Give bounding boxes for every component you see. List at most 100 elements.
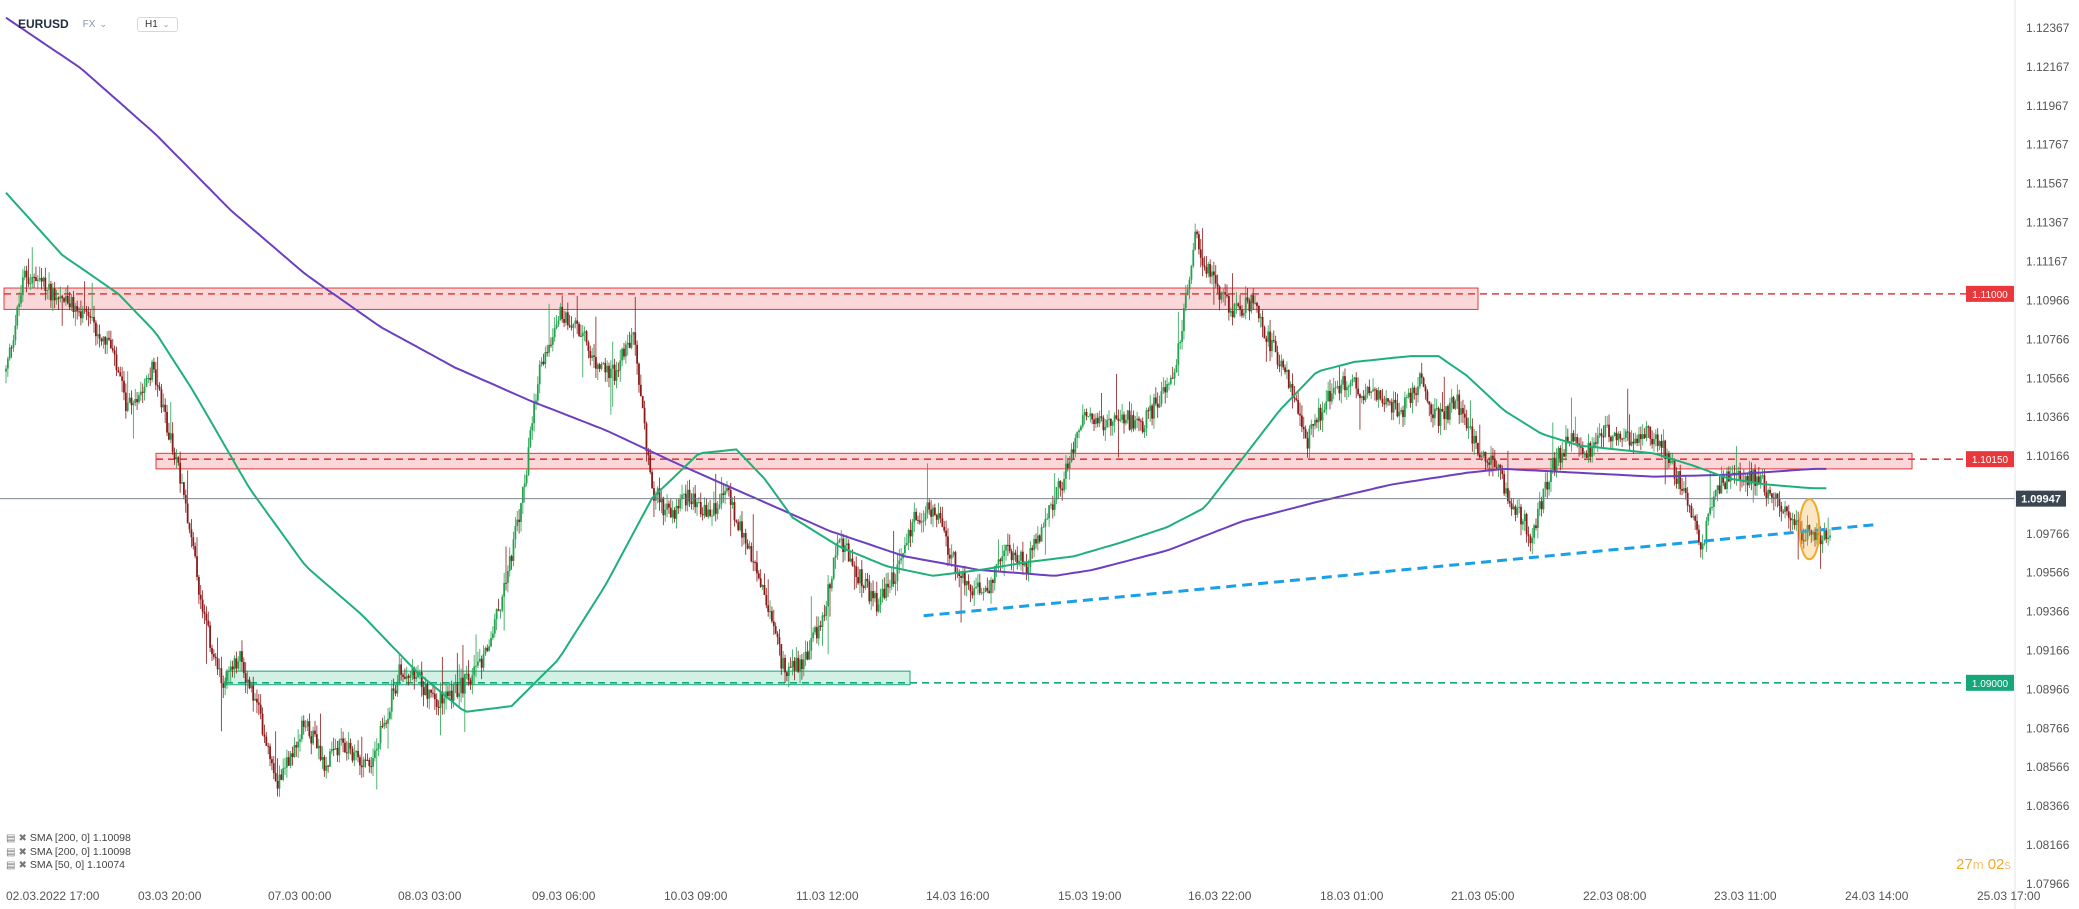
candle-body	[246, 679, 249, 683]
candle-body	[1407, 392, 1410, 398]
candle-body	[1051, 504, 1054, 510]
candle-body	[1456, 394, 1459, 402]
legend-item[interactable]: ▤ ✖ SMA [50, 0] 1.10074	[6, 859, 131, 873]
candle-body	[1089, 413, 1092, 417]
candle-body	[765, 595, 768, 606]
close-icon[interactable]: ✖	[18, 833, 27, 844]
candle-body	[1557, 447, 1560, 459]
price-axis[interactable]: 1.12367 1.12167 1.11967 1.11767 1.11567 1.113…	[1966, 0, 2070, 909]
candle-body	[668, 503, 670, 508]
candle-body	[1409, 392, 1412, 403]
candle-body	[1124, 419, 1127, 424]
candle-body	[587, 342, 590, 352]
candle-body	[1010, 551, 1013, 561]
candle-body	[623, 348, 625, 357]
candle-body	[1329, 390, 1331, 402]
candle-body	[1295, 398, 1298, 401]
candle-body	[744, 532, 747, 544]
candle-body	[529, 430, 532, 448]
candle-body	[10, 347, 13, 349]
candle-body	[834, 555, 837, 558]
candle-body	[660, 497, 663, 503]
candle-body	[583, 331, 586, 333]
sma50-line[interactable]	[5, 192, 1827, 713]
candle-body	[1422, 377, 1425, 387]
candle-body	[596, 364, 599, 369]
candle-body	[226, 671, 228, 681]
chevron-down-icon[interactable]: ⌄	[99, 18, 107, 29]
candle-body	[1310, 424, 1313, 429]
candle-body	[769, 611, 771, 613]
candle-body	[1608, 424, 1610, 438]
candle-body	[653, 488, 655, 501]
candle-body	[108, 337, 110, 340]
candle-body	[443, 698, 446, 704]
candle-body	[1216, 283, 1219, 287]
candle-body	[1583, 453, 1586, 455]
sma200-line[interactable]	[5, 16, 1827, 577]
close-icon[interactable]: ✖	[18, 846, 27, 858]
candle-body	[516, 519, 519, 527]
close-icon[interactable]: ✖	[18, 860, 27, 871]
timeframe-select[interactable]: H1 ⌄	[137, 16, 178, 32]
candle-body	[68, 303, 71, 308]
candle-body	[1102, 417, 1105, 431]
candle-body	[1359, 394, 1361, 399]
candle-body	[330, 749, 333, 752]
ascending-trendline[interactable]	[923, 522, 1879, 618]
candle-body	[199, 594, 202, 600]
candle-body	[746, 543, 749, 549]
candle-body	[1426, 391, 1429, 402]
candle-body	[117, 370, 120, 373]
candle-body	[355, 750, 358, 753]
legend-item[interactable]: ▤ ✖ SMA [200, 0] 1.10098	[6, 832, 131, 846]
settings-icon[interactable]: ▤	[6, 860, 16, 871]
candle-body	[894, 581, 897, 584]
time-axis[interactable]: 02.03.2022 17:00 03.03 20:00 07.03 00:00 08…	[6, 889, 2041, 903]
candle-body	[580, 335, 582, 337]
candle-body	[830, 578, 833, 589]
candle-body	[1372, 389, 1374, 392]
settings-icon[interactable]: ▤	[6, 846, 16, 858]
candle-body	[1621, 438, 1624, 440]
candle-body	[1177, 343, 1180, 365]
candle-body	[1718, 485, 1721, 494]
resistance-lower-zone[interactable]	[155, 452, 1913, 470]
candle-body	[540, 361, 543, 365]
candle-body	[1712, 496, 1715, 508]
candle-body	[428, 689, 431, 699]
candle-body	[1241, 309, 1243, 316]
legend-item[interactable]: ▤ ✖ SMA [200, 0] 1.10098	[6, 846, 131, 860]
y-tick-label: 1.12367	[2026, 21, 2070, 35]
settings-icon[interactable]: ▤	[6, 833, 16, 844]
candle-body	[965, 580, 968, 586]
candle-body	[697, 502, 700, 504]
candle-body	[943, 526, 946, 531]
candle-body	[441, 691, 444, 704]
candle-body	[59, 296, 62, 299]
candle-body	[244, 673, 247, 683]
candle-body	[737, 522, 740, 531]
market-label[interactable]: FX	[82, 18, 96, 30]
candle-body	[1190, 266, 1193, 280]
candle-body	[1353, 377, 1356, 380]
candle-body	[149, 377, 152, 380]
candle-body	[1722, 474, 1725, 483]
highlight-ellipse[interactable]	[1798, 498, 1821, 561]
symbol-label[interactable]: EURUSD	[18, 17, 69, 31]
candle-body	[1759, 475, 1762, 485]
candle-body	[866, 578, 869, 582]
candle-body	[1287, 369, 1290, 388]
candle-body	[181, 482, 183, 484]
candle-body	[1325, 401, 1328, 410]
candle-body	[383, 722, 386, 727]
candle-body	[1559, 447, 1562, 463]
candle-body	[1207, 264, 1210, 274]
candle-body	[499, 610, 502, 612]
candle-body	[1808, 524, 1811, 531]
candle-body	[65, 295, 67, 302]
support-price-tag	[1966, 674, 2014, 691]
candle-body	[937, 513, 940, 520]
candle-body	[177, 457, 180, 463]
